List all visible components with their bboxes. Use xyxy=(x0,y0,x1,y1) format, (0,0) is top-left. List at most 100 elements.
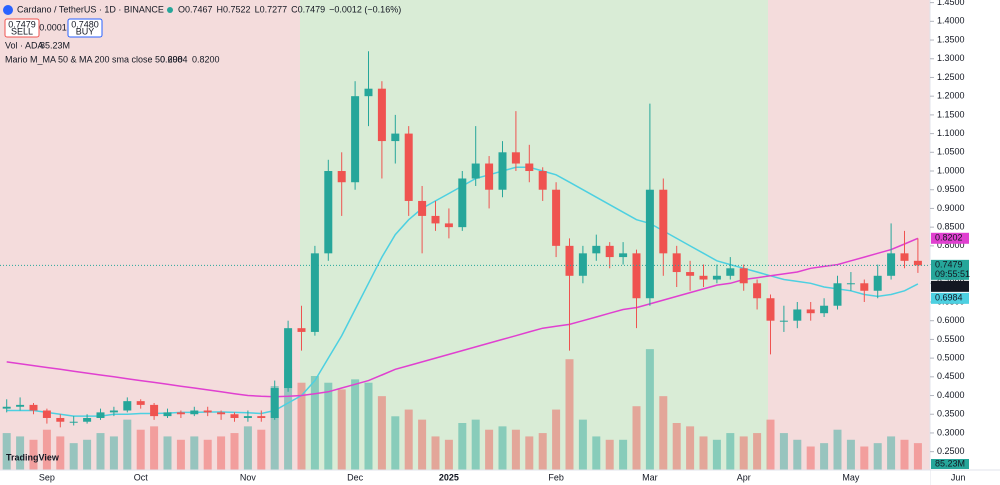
candle-body xyxy=(511,152,520,164)
candle-body xyxy=(270,388,279,418)
y-tick-label: 0.3000 xyxy=(937,427,965,437)
volume-last: 85.23M xyxy=(40,40,70,50)
candle-body xyxy=(860,283,869,291)
candle-body xyxy=(525,163,534,172)
volume-bar xyxy=(444,439,453,470)
buy-label: BUY xyxy=(76,26,95,36)
moving-average xyxy=(6,237,919,398)
price-tag xyxy=(931,280,969,292)
candle-body xyxy=(578,253,587,276)
x-tick-label: Nov xyxy=(240,472,257,482)
candle-body xyxy=(645,189,654,299)
x-tick-label: Sep xyxy=(39,472,55,482)
volume-bar xyxy=(56,436,65,470)
y-tick-label: 0.3500 xyxy=(937,409,965,419)
volume-bar xyxy=(605,439,614,470)
volume-bar xyxy=(592,436,601,470)
candle-body xyxy=(833,283,842,306)
header: Cardano / TetherUS · 1D · BINANCE O0.746… xyxy=(3,4,401,64)
volume-bar xyxy=(123,419,132,470)
candle-body xyxy=(887,253,896,276)
candle-body xyxy=(913,260,922,266)
indicator-legend: Mario M_MA 50 & MA 200 sma close 50 200 xyxy=(5,54,183,64)
price-tag xyxy=(931,259,969,280)
x-tick-label: 2025 xyxy=(439,472,459,482)
bear-zone xyxy=(768,0,930,470)
candle-body xyxy=(136,401,145,405)
candle-body xyxy=(310,253,319,332)
volume-bar xyxy=(2,433,11,470)
x-tick-label: Feb xyxy=(548,472,564,482)
plot xyxy=(0,51,930,470)
price-tag-label: 0.8202 xyxy=(935,233,963,243)
volume-bar xyxy=(29,439,38,470)
volume-bar xyxy=(351,379,360,470)
x-tick-label: Jun xyxy=(951,472,966,482)
candle-body xyxy=(163,412,172,417)
candle-body xyxy=(632,253,641,299)
candle-body xyxy=(16,404,25,407)
y-tick-label: 0.2500 xyxy=(937,446,965,456)
x-tick-label: Mar xyxy=(642,472,658,482)
y-tick-label: 1.2000 xyxy=(937,91,965,101)
indicator-value: 0.8200 xyxy=(192,54,220,64)
volume-bar xyxy=(485,429,494,470)
price-tag-label: 0.7365 xyxy=(935,281,963,291)
volume-bar xyxy=(190,436,199,470)
ohlc-readout: O0.7467 H0.7522 L0.7277 C0.7479 −0.0012 (−0.… xyxy=(178,4,401,14)
candle-body xyxy=(418,200,427,216)
candle-body xyxy=(726,268,735,276)
sell-button[interactable] xyxy=(4,18,40,38)
volume-bar xyxy=(806,446,815,470)
candle-body xyxy=(284,328,293,389)
x-tick-label: Apr xyxy=(737,472,751,482)
candle-body xyxy=(203,410,212,413)
candle-body xyxy=(686,272,695,276)
candle-body xyxy=(458,178,467,228)
y-tick-label: 1.4500 xyxy=(937,0,965,7)
candle-body xyxy=(592,245,601,254)
price-tag xyxy=(931,232,969,244)
watermark: TradingView xyxy=(6,452,60,462)
y-tick-label: 0.8000 xyxy=(937,240,965,250)
candle-body xyxy=(324,171,333,254)
status-dot xyxy=(167,7,173,13)
volume-bar xyxy=(163,436,172,470)
volume-bar xyxy=(83,439,92,470)
y-tick-label: 0.9000 xyxy=(937,203,965,213)
candle-body xyxy=(56,417,65,422)
volume-bar xyxy=(176,439,185,470)
volume-bar xyxy=(900,439,909,470)
volume-bar xyxy=(364,382,373,470)
volume-bar xyxy=(820,443,829,470)
volume-bar xyxy=(739,436,748,470)
candle-body xyxy=(404,133,413,201)
y-tick-label: 1.1000 xyxy=(937,128,965,138)
volume-bar xyxy=(846,439,855,470)
candle-body xyxy=(779,320,788,322)
candle-body xyxy=(243,416,252,418)
volume-bar xyxy=(404,409,413,470)
candle-body xyxy=(377,88,386,142)
spread: 0.0001 xyxy=(39,22,67,32)
volume-bar xyxy=(525,436,534,470)
ohlc-value: −0.0012 (−0.16%) xyxy=(329,4,401,14)
x-tick-label: May xyxy=(842,472,860,482)
volume-bar xyxy=(860,446,869,470)
candle-body xyxy=(565,245,574,276)
candle-body xyxy=(498,152,507,190)
y-tick-label: 1.2500 xyxy=(937,72,965,82)
volume-bar xyxy=(284,369,293,470)
y-tick-label: 0.5000 xyxy=(937,352,965,362)
volume-bar xyxy=(458,423,467,470)
volume-bar xyxy=(310,376,319,470)
volume-bar xyxy=(243,426,252,470)
bull-zone xyxy=(300,0,768,470)
sell-price: 0.7479 xyxy=(8,19,36,29)
buy-button[interactable] xyxy=(67,18,103,38)
candle-body xyxy=(873,275,882,291)
volume-bar xyxy=(632,406,641,470)
candle-body xyxy=(485,163,494,190)
y-tick-label: 1.4000 xyxy=(937,16,965,26)
candle-body xyxy=(900,253,909,261)
